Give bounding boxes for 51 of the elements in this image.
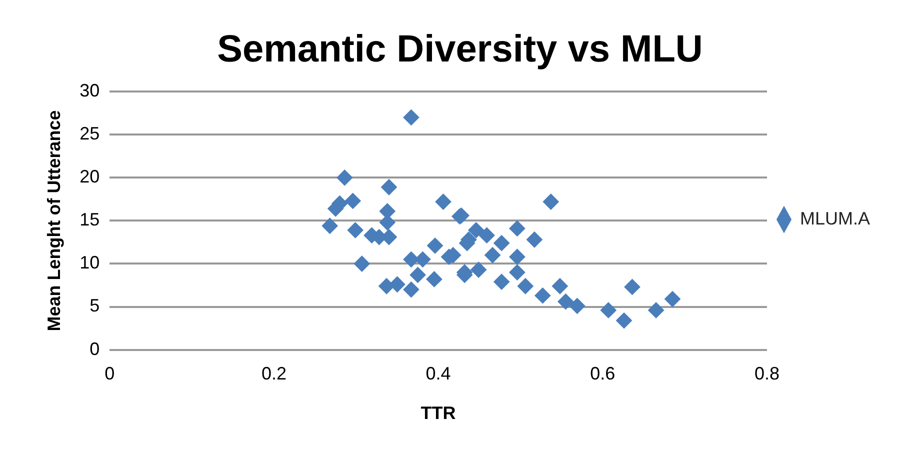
point (336, 170, 353, 186)
y-tick-label: 5 (90, 296, 100, 316)
x-tick-label: 0.4 (426, 364, 451, 384)
point (600, 302, 616, 318)
point (410, 266, 426, 283)
point (569, 298, 586, 314)
point (354, 256, 370, 272)
point (478, 227, 495, 244)
point (534, 288, 551, 304)
point (542, 194, 559, 210)
point (509, 264, 526, 280)
point (344, 192, 361, 209)
y-tick-label: 30 (80, 80, 100, 101)
x-tick-label: 0.8 (754, 364, 780, 384)
point (470, 262, 487, 278)
x-tick-label: 0.6 (590, 364, 616, 384)
point (322, 218, 338, 234)
point (509, 220, 526, 236)
point (347, 222, 364, 238)
y-tick-label: 10 (80, 252, 100, 273)
point (648, 302, 664, 318)
point (484, 247, 501, 264)
point (552, 278, 568, 294)
x-axis-title: TTR (420, 403, 456, 424)
point (494, 274, 510, 290)
point (494, 235, 510, 252)
point (664, 291, 680, 308)
point (426, 271, 442, 288)
y-axis-title: Mean Lenght of Utterance (44, 110, 64, 332)
point (427, 238, 444, 254)
point (624, 278, 640, 295)
point (378, 278, 395, 294)
point (435, 194, 452, 210)
point (403, 282, 420, 298)
y-tick-label: 15 (80, 210, 100, 230)
y-tick-label: 0 (90, 338, 100, 359)
point (616, 312, 632, 329)
legend-label: MLUM.A (800, 208, 870, 228)
point (468, 222, 484, 238)
point (517, 278, 534, 294)
point (403, 109, 420, 126)
point (526, 232, 542, 248)
point (558, 294, 574, 310)
x-tick-label: 0.2 (261, 364, 286, 384)
point (381, 179, 398, 196)
y-tick-label: 20 (80, 166, 100, 187)
point (509, 248, 526, 265)
chart-title: Semantic Diversity vs MLU (217, 28, 703, 70)
point (389, 276, 406, 292)
x-tick-label: 0 (104, 364, 115, 384)
y-tick-label: 25 (80, 124, 100, 144)
